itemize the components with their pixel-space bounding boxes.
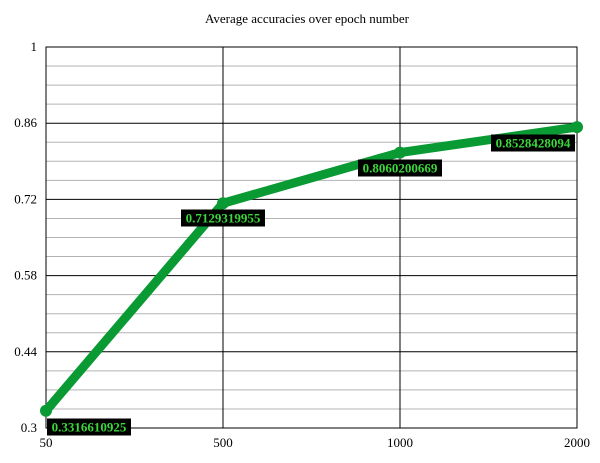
y-tick-label: 0.44 [14, 344, 37, 359]
data-label-box [358, 159, 442, 177]
x-tick-label: 500 [213, 435, 233, 450]
data-label: 0.8060200669 [363, 161, 438, 176]
data-label: 0.3316610925 [52, 420, 127, 435]
y-tick-label: 1 [31, 39, 38, 54]
data-point-marker [571, 121, 583, 134]
data-point-marker [40, 404, 52, 417]
y-tick-label: 0.72 [14, 191, 37, 206]
data-label: 0.7129319955 [186, 211, 261, 226]
accuracy-series-line [41, 122, 582, 416]
data-point-marker [394, 146, 406, 159]
y-tick-label: 0.58 [14, 268, 37, 283]
x-tick-label: 1000 [387, 435, 413, 450]
data-label-box [181, 209, 265, 227]
y-tick-label: 0.3 [21, 420, 37, 435]
data-label-box [491, 134, 575, 152]
y-tick-label: 0.86 [14, 115, 37, 130]
data-point-marker [217, 197, 229, 210]
chart-title: Average accuracies over epoch number [205, 11, 410, 26]
data-label-box [47, 418, 131, 436]
data-label: 0.8528428094 [496, 136, 571, 151]
plot-area-border [45, 46, 578, 429]
x-tick-label: 2000 [564, 435, 590, 450]
x-tick-label: 50 [40, 435, 53, 450]
